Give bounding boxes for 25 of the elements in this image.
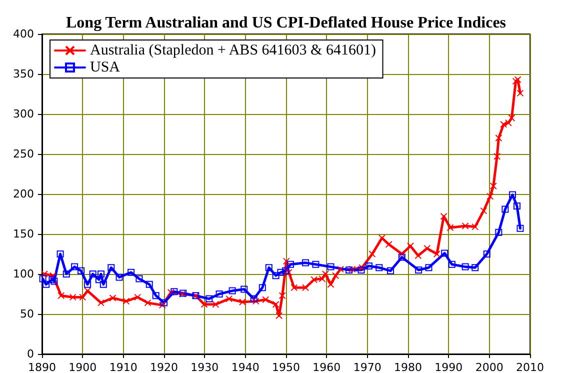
- y-tick-label: 300: [13, 108, 34, 120]
- legend-label: USA: [90, 60, 120, 76]
- y-tick-label: 50: [20, 308, 34, 320]
- y-tick-label: 350: [13, 68, 34, 80]
- x-tick-label: 1980: [394, 361, 422, 373]
- x-tick-label: 1960: [312, 361, 341, 373]
- y-tick-label: 100: [13, 268, 34, 280]
- y-tick-label: 150: [13, 228, 34, 240]
- x-tick-label: 1990: [434, 361, 463, 373]
- x-tick-label: 2010: [516, 361, 544, 373]
- y-tick-label: 250: [13, 148, 34, 160]
- x-tick-label: 1970: [353, 361, 382, 373]
- x-tick-label: 1890: [28, 361, 56, 373]
- x-tick-label: 1920: [150, 361, 178, 373]
- y-tick-label: 0: [27, 348, 34, 360]
- chart-title: Long Term Australian and US CPI-Deflated House Price Indices: [66, 14, 506, 32]
- x-tick-label: 1900: [68, 361, 97, 373]
- y-tick-label: 400: [13, 28, 34, 40]
- x-tick-label: 1930: [190, 361, 219, 373]
- x-tick-label: 1910: [109, 361, 138, 373]
- x-tick-label: 1950: [272, 361, 300, 373]
- legend-label: Australia (Stapledon + ABS 641603 & 641601): [90, 42, 376, 58]
- y-tick-label: 200: [13, 188, 34, 200]
- x-tick-label: 2000: [475, 361, 504, 373]
- x-tick-label: 1940: [231, 361, 260, 373]
